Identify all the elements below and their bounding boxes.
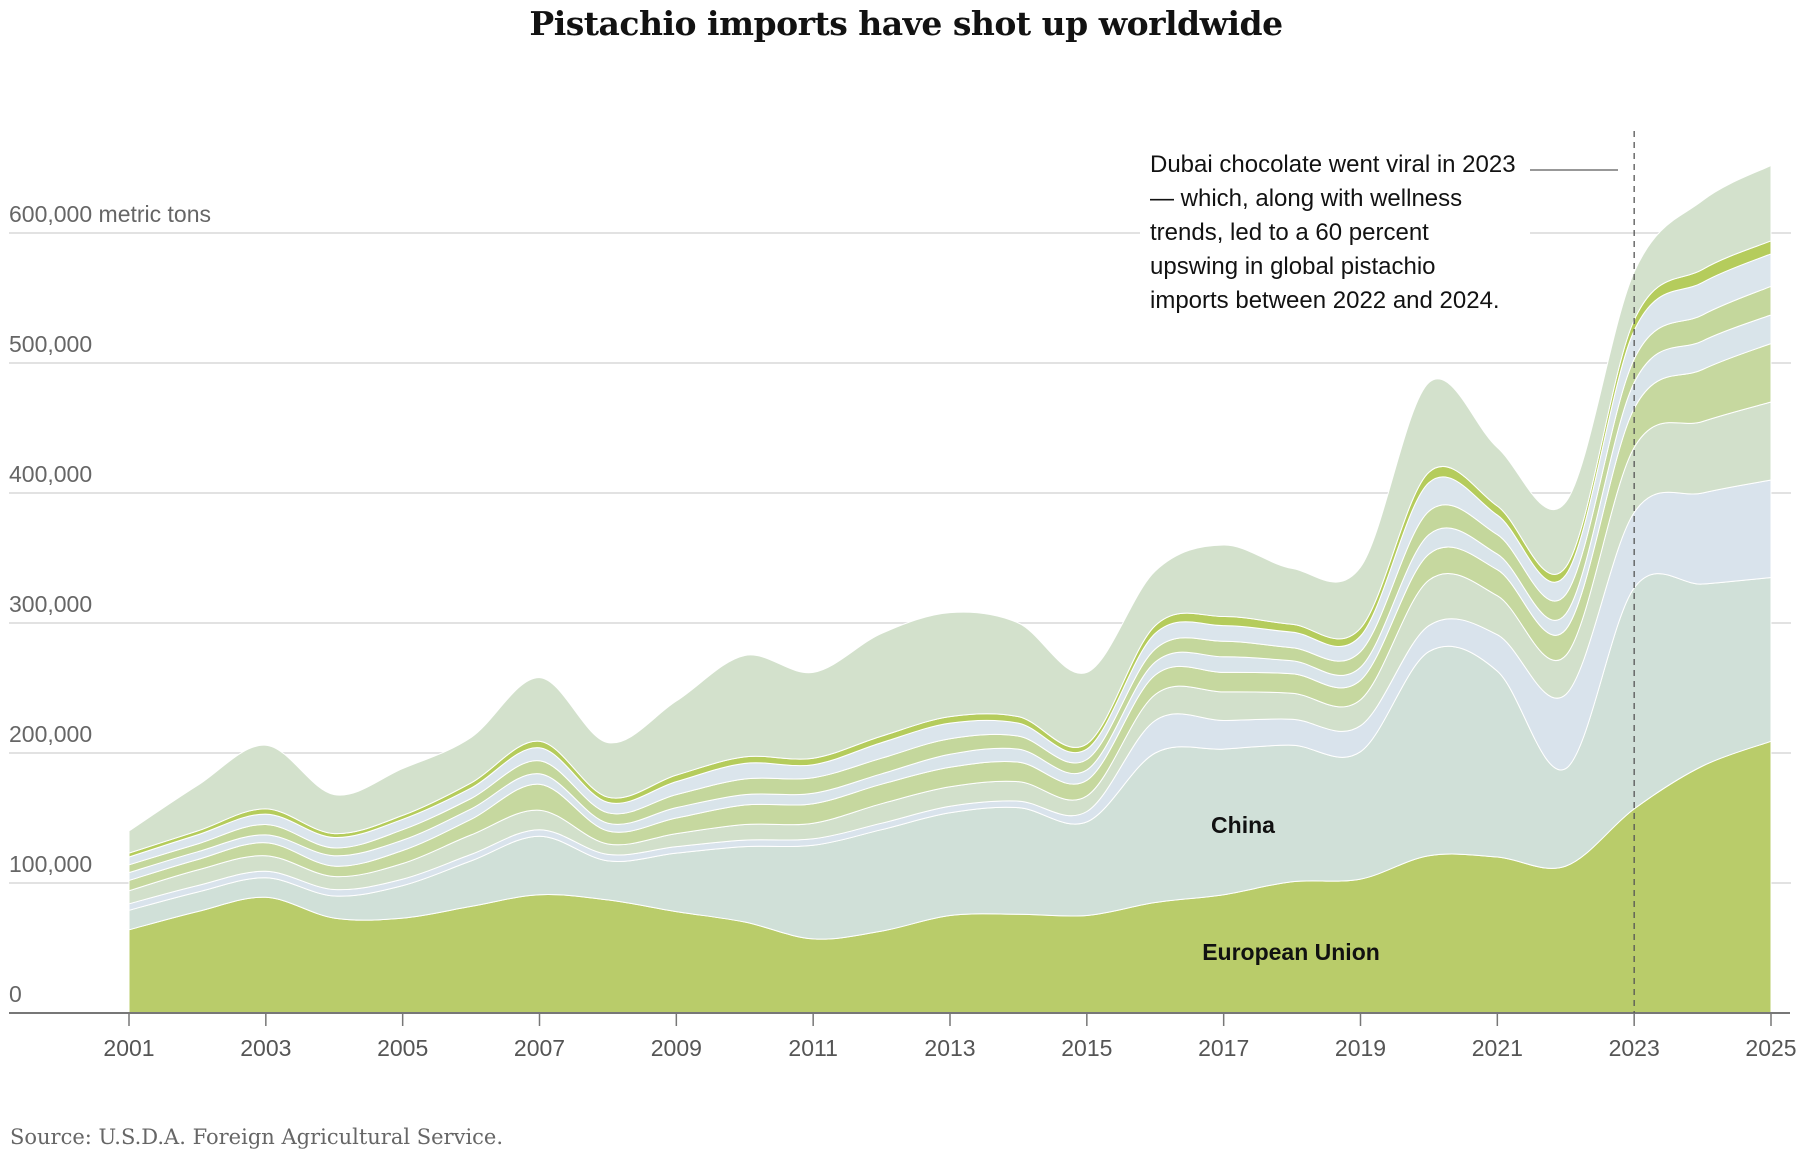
y-tick-label: 400,000 — [9, 461, 92, 487]
x-axis: 2001 2003 2005 2007 2009 2011 2013 2015 2017 2019… — [9, 1012, 1797, 1061]
y-tick-label: 0 — [9, 981, 22, 1007]
x-tick-label: 2019 — [1335, 1035, 1386, 1061]
y-tick-label: 100,000 — [9, 851, 92, 877]
y-axis-ticks: 0 100,000 200,000 300,000 400,000 500,000 600,… — [9, 201, 211, 1007]
annotation-text: Dubai chocolate went viral in 2023 — whi… — [1140, 148, 1530, 318]
x-tick-label: 2021 — [1472, 1035, 1523, 1061]
source-note: Source: U.S.D.A. Foreign Agricultural Se… — [10, 1125, 504, 1149]
x-tick-label: 2013 — [924, 1035, 975, 1061]
series-label-china: China — [1211, 812, 1275, 838]
y-tick-label: 600,000 metric tons — [9, 201, 211, 227]
area-layers — [128, 164, 1772, 1014]
x-tick-label: 2003 — [240, 1035, 291, 1061]
y-tick-label: 300,000 — [9, 591, 92, 617]
y-tick-label: 200,000 — [9, 721, 92, 747]
x-tick-label: 2015 — [1061, 1035, 1112, 1061]
x-tick-label: 2007 — [514, 1035, 565, 1061]
y-tick-label: 500,000 — [9, 331, 92, 357]
x-tick-label: 2005 — [377, 1035, 428, 1061]
series-label-european-union: European Union — [1202, 939, 1380, 965]
area-series-9 — [128, 164, 1772, 854]
x-tick-label: 2011 — [788, 1035, 837, 1061]
x-tick-label: 2023 — [1609, 1035, 1660, 1061]
x-tick-label: 2017 — [1198, 1035, 1249, 1061]
x-tick-label: 2001 — [103, 1035, 154, 1061]
x-tick-label: 2009 — [651, 1035, 702, 1061]
x-tick-label: 2025 — [1745, 1035, 1796, 1061]
chart-title: Pistachio imports have shot up worldwide — [529, 4, 1283, 43]
